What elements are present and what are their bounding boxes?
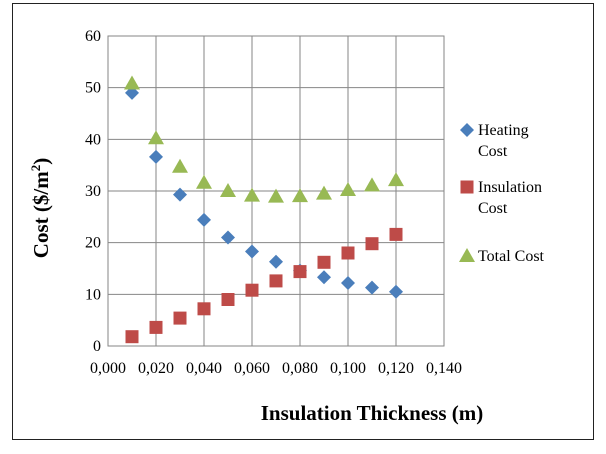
total-cost-point bbox=[292, 188, 308, 203]
heating-cost-point bbox=[173, 187, 187, 202]
total-cost-point bbox=[316, 185, 332, 200]
y-tick-label: 60 bbox=[85, 28, 101, 45]
total-cost-point bbox=[244, 187, 260, 202]
total-cost-point bbox=[364, 177, 380, 192]
x-tick-label: 0,100 bbox=[330, 360, 366, 377]
heating-cost-point bbox=[389, 284, 403, 299]
x-axis-title: Insulation Thickness (m) bbox=[261, 401, 484, 425]
y-axis-title: Cost ($/m2) bbox=[28, 158, 53, 258]
x-tick-label: 0,120 bbox=[378, 360, 414, 377]
insulation-cost-point bbox=[173, 311, 187, 325]
x-tick-labels: 0,000 0,020 0,040 0,060 0,080 0,100 0,120 0,140 bbox=[90, 360, 462, 377]
insulation-cost-point bbox=[245, 283, 259, 297]
y-axis-title-main: Cost ($/m bbox=[29, 171, 53, 258]
y-tick-label: 0 bbox=[93, 338, 101, 355]
y-tick-labels: 0 10 20 30 40 50 60 bbox=[85, 28, 101, 355]
insulation-cost-point bbox=[125, 330, 139, 344]
total-cost-point bbox=[148, 130, 164, 145]
y-tick-label: 40 bbox=[85, 131, 101, 148]
legend-marker-total-cost bbox=[459, 248, 475, 262]
insulation-cost-point bbox=[221, 293, 235, 306]
insulation-cost-point bbox=[317, 255, 331, 269]
heating-cost-point bbox=[269, 254, 283, 269]
insulation-cost-point bbox=[389, 227, 403, 241]
x-tick-label: 0,000 bbox=[90, 360, 126, 377]
legend-marker-insulation-cost bbox=[460, 180, 474, 194]
y-tick-label: 20 bbox=[85, 235, 101, 252]
insulation-cost-point bbox=[293, 265, 307, 279]
insulation-cost-point bbox=[269, 274, 283, 288]
heating-cost-point bbox=[245, 244, 259, 259]
x-tick-label: 0,080 bbox=[282, 360, 318, 377]
x-tick-label: 0,060 bbox=[234, 360, 270, 377]
y-axis-title-superscript: 2 bbox=[28, 165, 43, 172]
data-marks bbox=[124, 75, 404, 344]
y-tick-label: 10 bbox=[85, 286, 101, 303]
insulation-cost-point bbox=[365, 237, 379, 251]
heating-cost-point bbox=[149, 149, 163, 164]
heating-cost-point bbox=[197, 212, 211, 227]
legend: Heating Cost Insulation Cost Total Cost bbox=[459, 122, 545, 265]
heating-cost-point bbox=[341, 275, 355, 290]
total-cost-point bbox=[388, 172, 404, 187]
heating-cost-point bbox=[365, 280, 379, 295]
legend-label-heating-cost: Heating Cost bbox=[478, 122, 529, 160]
plot-area-border bbox=[107, 35, 445, 347]
chart-frame bbox=[12, 3, 594, 440]
y-axis-title-close: ) bbox=[29, 158, 53, 165]
x-tick-label: 0,040 bbox=[186, 360, 222, 377]
legend-marker-heating-cost bbox=[460, 123, 474, 137]
y-tick-label: 50 bbox=[85, 80, 101, 97]
heating-cost-point bbox=[317, 270, 331, 285]
insulation-cost-point bbox=[341, 246, 355, 260]
total-cost-point bbox=[268, 188, 284, 203]
total-cost-point bbox=[196, 174, 212, 189]
x-tick-label: 0,020 bbox=[138, 360, 174, 377]
legend-label-insulation-cost: Insulation Cost bbox=[478, 179, 542, 217]
total-cost-point bbox=[172, 158, 188, 173]
legend-label-total-cost: Total Cost bbox=[478, 248, 545, 265]
insulation-cost-point bbox=[197, 302, 211, 316]
total-cost-point bbox=[220, 183, 236, 197]
total-cost-point bbox=[124, 75, 140, 90]
insulation-cost-point bbox=[149, 320, 163, 334]
y-tick-label: 30 bbox=[85, 183, 101, 200]
total-cost-point bbox=[340, 181, 356, 196]
heating-cost-point bbox=[221, 230, 235, 245]
x-tick-label: 0,140 bbox=[426, 360, 462, 377]
